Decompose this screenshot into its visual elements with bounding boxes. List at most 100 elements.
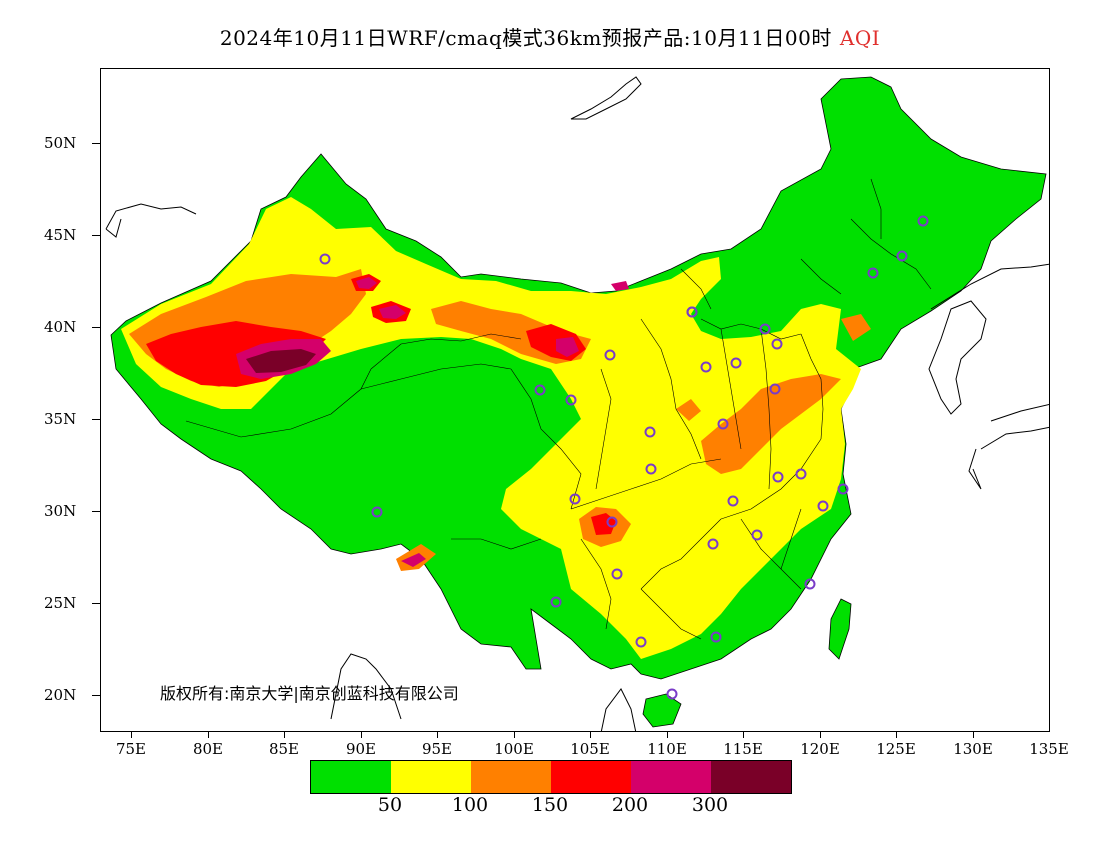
station-marker — [837, 483, 849, 495]
taiwan-island — [828, 598, 852, 660]
hainan-island — [642, 693, 682, 728]
tarim-maroon-zone — [246, 349, 316, 373]
title-main: 2024年10月11日WRF/cmaq模式36km预报产品:10月11日00时 — [219, 26, 832, 50]
x-tick — [896, 732, 897, 738]
station-marker — [700, 361, 712, 373]
x-tick — [131, 732, 132, 738]
station-marker — [534, 384, 546, 396]
x-axis-label-115e: 115E — [723, 740, 763, 758]
x-axis-label-130e: 130E — [953, 740, 993, 758]
legend-swatch-unhealthy — [551, 761, 631, 793]
x-axis-label-125e: 125E — [876, 740, 916, 758]
y-axis-label-35n: 35N — [44, 410, 77, 428]
x-tick — [437, 732, 438, 738]
y-tick — [92, 603, 100, 604]
legend-label-200: 200 — [611, 794, 649, 816]
x-axis-label-85e: 85E — [268, 740, 300, 758]
north-magenta-zone — [379, 305, 406, 319]
station-marker — [717, 418, 729, 430]
station-marker — [686, 306, 698, 318]
x-axis-label-90e: 90E — [345, 740, 377, 758]
legend-label-150: 150 — [531, 794, 569, 816]
x-axis-label-100e: 100E — [494, 740, 534, 758]
y-tick — [92, 419, 100, 420]
x-tick — [743, 732, 744, 738]
station-marker — [565, 394, 577, 406]
title-product: AQI — [839, 26, 881, 50]
x-axis-label-110e: 110E — [647, 740, 687, 758]
station-marker — [759, 323, 771, 335]
korea-coastline — [928, 300, 987, 415]
map-canvas — [105, 76, 1049, 731]
station-marker — [751, 529, 763, 541]
legend-label-300: 300 — [691, 794, 729, 816]
station-marker — [604, 349, 616, 361]
y-axis-label-50n: 50N — [44, 134, 77, 152]
station-marker — [727, 495, 739, 507]
x-axis-label-80e: 80E — [192, 740, 224, 758]
map-title: 2024年10月11日WRF/cmaq模式36km预报产品:10月11日00时 A… — [0, 22, 1100, 51]
central-orange-zone — [701, 374, 841, 474]
northwest-border-line — [105, 203, 197, 238]
station-marker — [644, 426, 656, 438]
x-tick — [973, 732, 974, 738]
x-tick — [514, 732, 515, 738]
legend-swatch-good — [311, 761, 391, 793]
copyright-text: 版权所有:南京大学|南京创蓝科技有限公司 — [160, 684, 459, 703]
station-marker — [666, 688, 678, 700]
station-marker — [611, 568, 623, 580]
x-tick — [284, 732, 285, 738]
station-marker — [896, 250, 908, 262]
hebei-orange-zone — [676, 399, 701, 421]
station-marker — [710, 631, 722, 643]
southeast-asia-coast — [330, 653, 637, 731]
aqi-map — [100, 68, 1050, 732]
station-markers — [319, 215, 929, 700]
x-axis-label-105e: 105E — [570, 740, 610, 758]
x-tick — [208, 732, 209, 738]
station-marker — [867, 267, 879, 279]
y-tick — [92, 235, 100, 236]
y-axis-label-40n: 40N — [44, 318, 77, 336]
y-tick — [92, 511, 100, 512]
x-axis-label-75e: 75E — [115, 740, 147, 758]
y-axis-label-20n: 20N — [44, 686, 77, 704]
baikal-line — [570, 76, 642, 120]
shandong-orange-zone — [841, 314, 871, 341]
x-tick — [590, 732, 591, 738]
legend-label-100: 100 — [451, 794, 489, 816]
legend-label-50: 50 — [377, 794, 403, 816]
x-tick — [361, 732, 362, 738]
station-marker — [804, 578, 816, 590]
y-axis-label-30n: 30N — [44, 502, 77, 520]
y-tick — [92, 327, 100, 328]
station-marker — [817, 500, 829, 512]
station-marker — [550, 596, 562, 608]
legend-swatch-unhealthy-sensitive — [471, 761, 551, 793]
station-marker — [917, 215, 929, 227]
legend-swatch-moderate — [391, 761, 471, 793]
station-marker — [772, 471, 784, 483]
legend-swatch-hazardous — [711, 761, 791, 793]
station-marker — [645, 463, 657, 475]
station-marker — [769, 383, 781, 395]
station-marker — [707, 538, 719, 550]
y-axis-label-45n: 45N — [44, 226, 77, 244]
station-marker — [730, 357, 742, 369]
y-tick — [92, 143, 100, 144]
hami-magenta-zone — [356, 277, 377, 289]
station-marker — [635, 636, 647, 648]
station-marker — [606, 516, 618, 528]
legend-swatch-very-unhealthy — [631, 761, 711, 793]
station-marker — [319, 253, 331, 265]
japan-coastline — [968, 403, 1049, 490]
x-axis-label-135e: 135E — [1029, 740, 1069, 758]
station-marker — [569, 493, 581, 505]
x-tick — [820, 732, 821, 738]
x-axis-label-120e: 120E — [800, 740, 840, 758]
x-tick — [667, 732, 668, 738]
ningxia-magenta-zone — [556, 337, 579, 357]
station-marker — [771, 338, 783, 350]
tibet-red-zone — [401, 553, 426, 567]
station-marker — [371, 506, 383, 518]
